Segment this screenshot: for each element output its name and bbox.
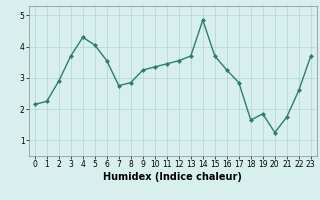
X-axis label: Humidex (Indice chaleur): Humidex (Indice chaleur) (103, 172, 242, 182)
